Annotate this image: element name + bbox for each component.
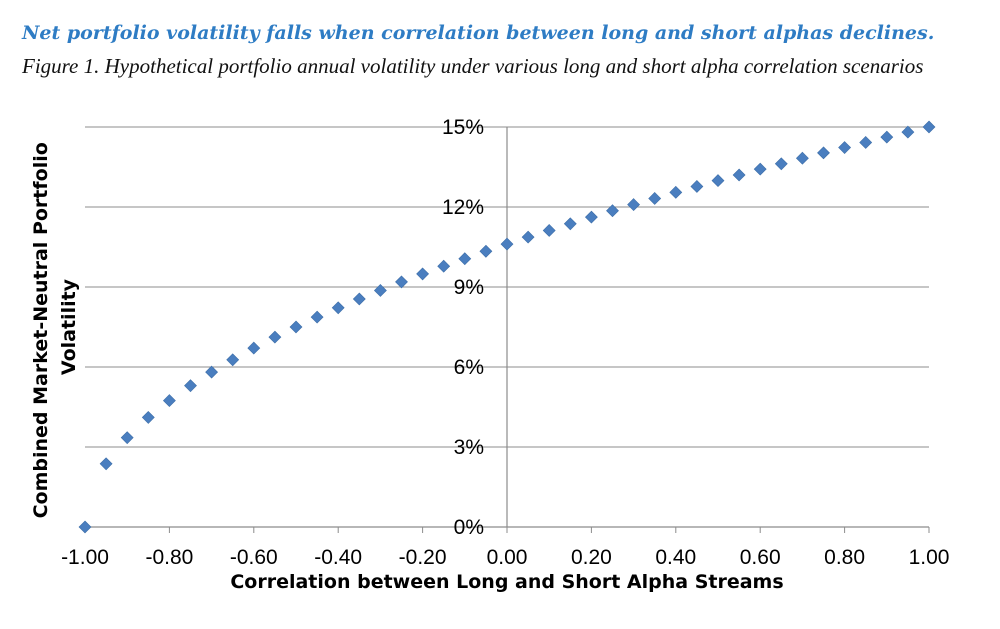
data-point (922, 120, 936, 134)
tick-labels: 0% 3% 6% 9% 12% 15% -1.00 -0.80 -0.60 -0.40 -0.20 0… (61, 116, 949, 569)
data-point (859, 136, 873, 149)
y-tick-label: 0% (454, 516, 484, 539)
y-axis-title: Combined Market-Neutral Portfolio Volati… (30, 136, 80, 519)
data-point (753, 162, 767, 176)
data-point (416, 267, 430, 281)
data-point (99, 457, 113, 471)
data-point (669, 185, 683, 199)
x-tick-label: -0.80 (145, 546, 193, 569)
x-tick-label: 0.20 (571, 546, 612, 569)
data-point (500, 237, 514, 251)
data-point (479, 244, 493, 258)
y-tick-label: 15% (442, 116, 484, 139)
data-point (711, 174, 725, 188)
y-axis-title-line-1: Combined Market-Neutral Portfolio (30, 142, 52, 518)
data-point (373, 284, 387, 297)
data-point (310, 310, 324, 324)
data-point (437, 259, 451, 273)
x-tick-label: -0.20 (399, 546, 447, 569)
data-point (268, 330, 282, 344)
y-tick-label: 3% (454, 436, 484, 459)
data-point (627, 198, 641, 212)
x-tick-label: -0.40 (314, 546, 362, 569)
data-point (184, 379, 197, 393)
axes (84, 127, 930, 533)
data-point (78, 520, 92, 534)
data-point (690, 180, 704, 193)
data-point (732, 168, 746, 182)
data-point (395, 275, 408, 289)
data-point (226, 353, 240, 367)
x-tick-label: -0.60 (230, 546, 278, 569)
data-point (352, 292, 366, 306)
y-tick-label: 6% (454, 356, 484, 379)
x-tick-label: 0.40 (655, 546, 696, 569)
data-point (120, 431, 134, 445)
data-point (458, 252, 472, 266)
data-point (205, 365, 219, 379)
data-point (247, 341, 261, 355)
y-tick-label: 9% (454, 276, 484, 299)
data-point (542, 224, 556, 237)
figure-caption: Figure 1. Hypothetical portfolio annual … (22, 54, 924, 78)
y-tick-label: 12% (442, 196, 484, 219)
x-axis-title: Correlation between Long and Short Alpha… (230, 571, 783, 593)
x-tick-label: 0.00 (487, 546, 528, 569)
data-point (521, 230, 535, 244)
x-tick-label: 1.00 (909, 546, 950, 569)
x-tick-label: -1.00 (61, 546, 109, 569)
x-tick-label: 0.80 (824, 546, 865, 569)
data-point (141, 410, 155, 424)
data-point (838, 141, 852, 154)
data-point (584, 210, 598, 224)
data-point (648, 192, 662, 205)
y-axis-title-line-2: Volatility (58, 278, 80, 375)
data-point (795, 151, 809, 165)
data-point (817, 146, 830, 160)
data-point (774, 157, 788, 171)
x-tick-label: 0.60 (740, 546, 781, 569)
data-point (331, 301, 345, 315)
data-point (606, 204, 619, 218)
data-point (880, 130, 894, 144)
chart-headline: Net portfolio volatility falls when corr… (22, 22, 935, 44)
data-point (289, 320, 303, 334)
data-point (901, 125, 915, 139)
data-point (162, 394, 176, 408)
data-markers (78, 120, 936, 534)
data-point (563, 217, 577, 231)
